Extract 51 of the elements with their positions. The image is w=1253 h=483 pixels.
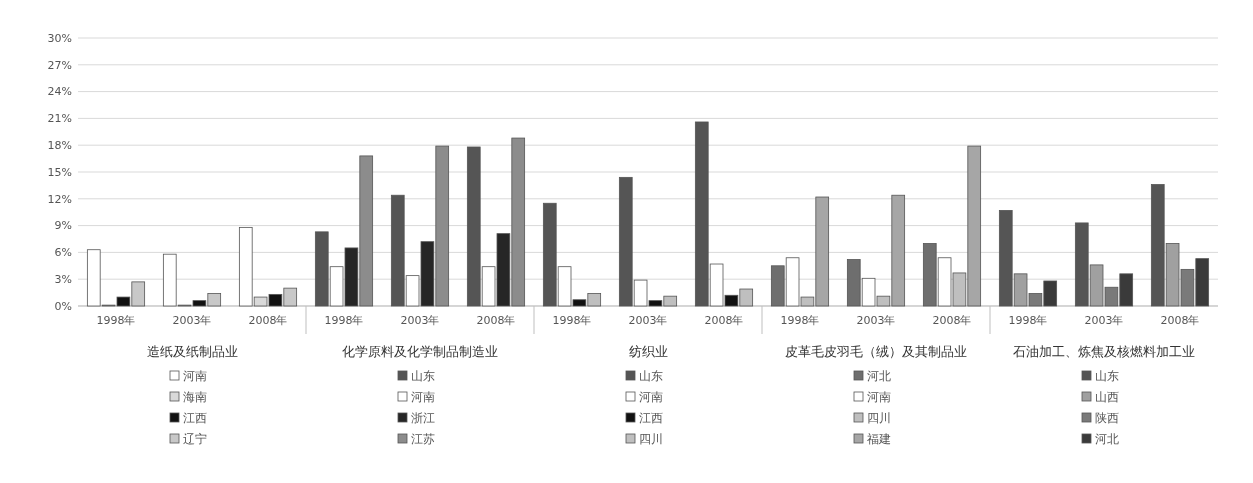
y-tick-label: 24% bbox=[47, 85, 72, 99]
legend-label: 海南 bbox=[183, 390, 207, 404]
y-tick-label: 6% bbox=[54, 246, 72, 260]
legend-label: 四川 bbox=[639, 432, 663, 446]
x-tick-label: 1998年 bbox=[324, 314, 364, 327]
y-tick-label: 3% bbox=[54, 273, 72, 287]
text: 纺织业 bbox=[628, 344, 668, 359]
legend-label: 江西 bbox=[183, 411, 207, 425]
x-tick-label: 1998年 bbox=[96, 314, 136, 327]
x-tick-label: 2003年 bbox=[1084, 314, 1124, 327]
legend-label: 河北 bbox=[867, 369, 891, 383]
y-tick-label: 9% bbox=[54, 219, 72, 233]
text: 皮革毛皮羽毛（绒）及其制品业 bbox=[785, 344, 967, 359]
y-tick-label: 15% bbox=[47, 165, 72, 179]
y-tick-label: 30% bbox=[47, 31, 72, 45]
legend-label: 四川 bbox=[867, 411, 891, 425]
x-tick-label: 2008年 bbox=[704, 314, 744, 327]
legend-label: 浙江 bbox=[411, 411, 435, 425]
x-tick-label: 2008年 bbox=[248, 314, 288, 327]
y-tick-label: 21% bbox=[47, 112, 72, 126]
legend-label: 福建 bbox=[867, 432, 891, 446]
y-tick-label: 27% bbox=[47, 58, 72, 72]
legend-label: 山西 bbox=[1095, 390, 1119, 404]
x-tick-label: 2008年 bbox=[476, 314, 516, 327]
x-tick-label: 2003年 bbox=[172, 314, 212, 327]
legend-label: 江西 bbox=[639, 411, 663, 425]
legend-label: 江苏 bbox=[411, 432, 435, 446]
y-tick-label: 18% bbox=[47, 139, 72, 153]
x-tick-label: 2003年 bbox=[628, 314, 668, 327]
x-tick-label: 2003年 bbox=[856, 314, 896, 327]
legend-label: 山东 bbox=[639, 369, 663, 383]
y-tick-label: 0% bbox=[54, 299, 72, 313]
text: 化学原料及化学制品制造业 bbox=[342, 344, 498, 359]
text: 石油加工、炼焦及核燃料加工业 bbox=[1013, 344, 1195, 359]
legend-label: 河南 bbox=[867, 390, 891, 404]
x-tick-label: 1998年 bbox=[780, 314, 820, 327]
text: 造纸及纸制品业 bbox=[146, 344, 238, 359]
legend-label: 辽宁 bbox=[183, 432, 207, 446]
x-tick-label: 1998年 bbox=[1008, 314, 1048, 327]
x-tick-label: 2008年 bbox=[932, 314, 972, 327]
legend-label: 山东 bbox=[1095, 369, 1119, 383]
legend-label: 河北 bbox=[1095, 432, 1119, 446]
legend-label: 山东 bbox=[411, 369, 435, 383]
legend-label: 陕西 bbox=[1095, 411, 1119, 425]
legend-label: 河南 bbox=[411, 390, 435, 404]
x-tick-label: 2003年 bbox=[400, 314, 440, 327]
legend-label: 河南 bbox=[639, 390, 663, 404]
x-tick-label: 2008年 bbox=[1160, 314, 1200, 327]
y-tick-label: 12% bbox=[47, 192, 72, 206]
legend-label: 河南 bbox=[183, 369, 207, 383]
x-tick-label: 1998年 bbox=[552, 314, 592, 327]
